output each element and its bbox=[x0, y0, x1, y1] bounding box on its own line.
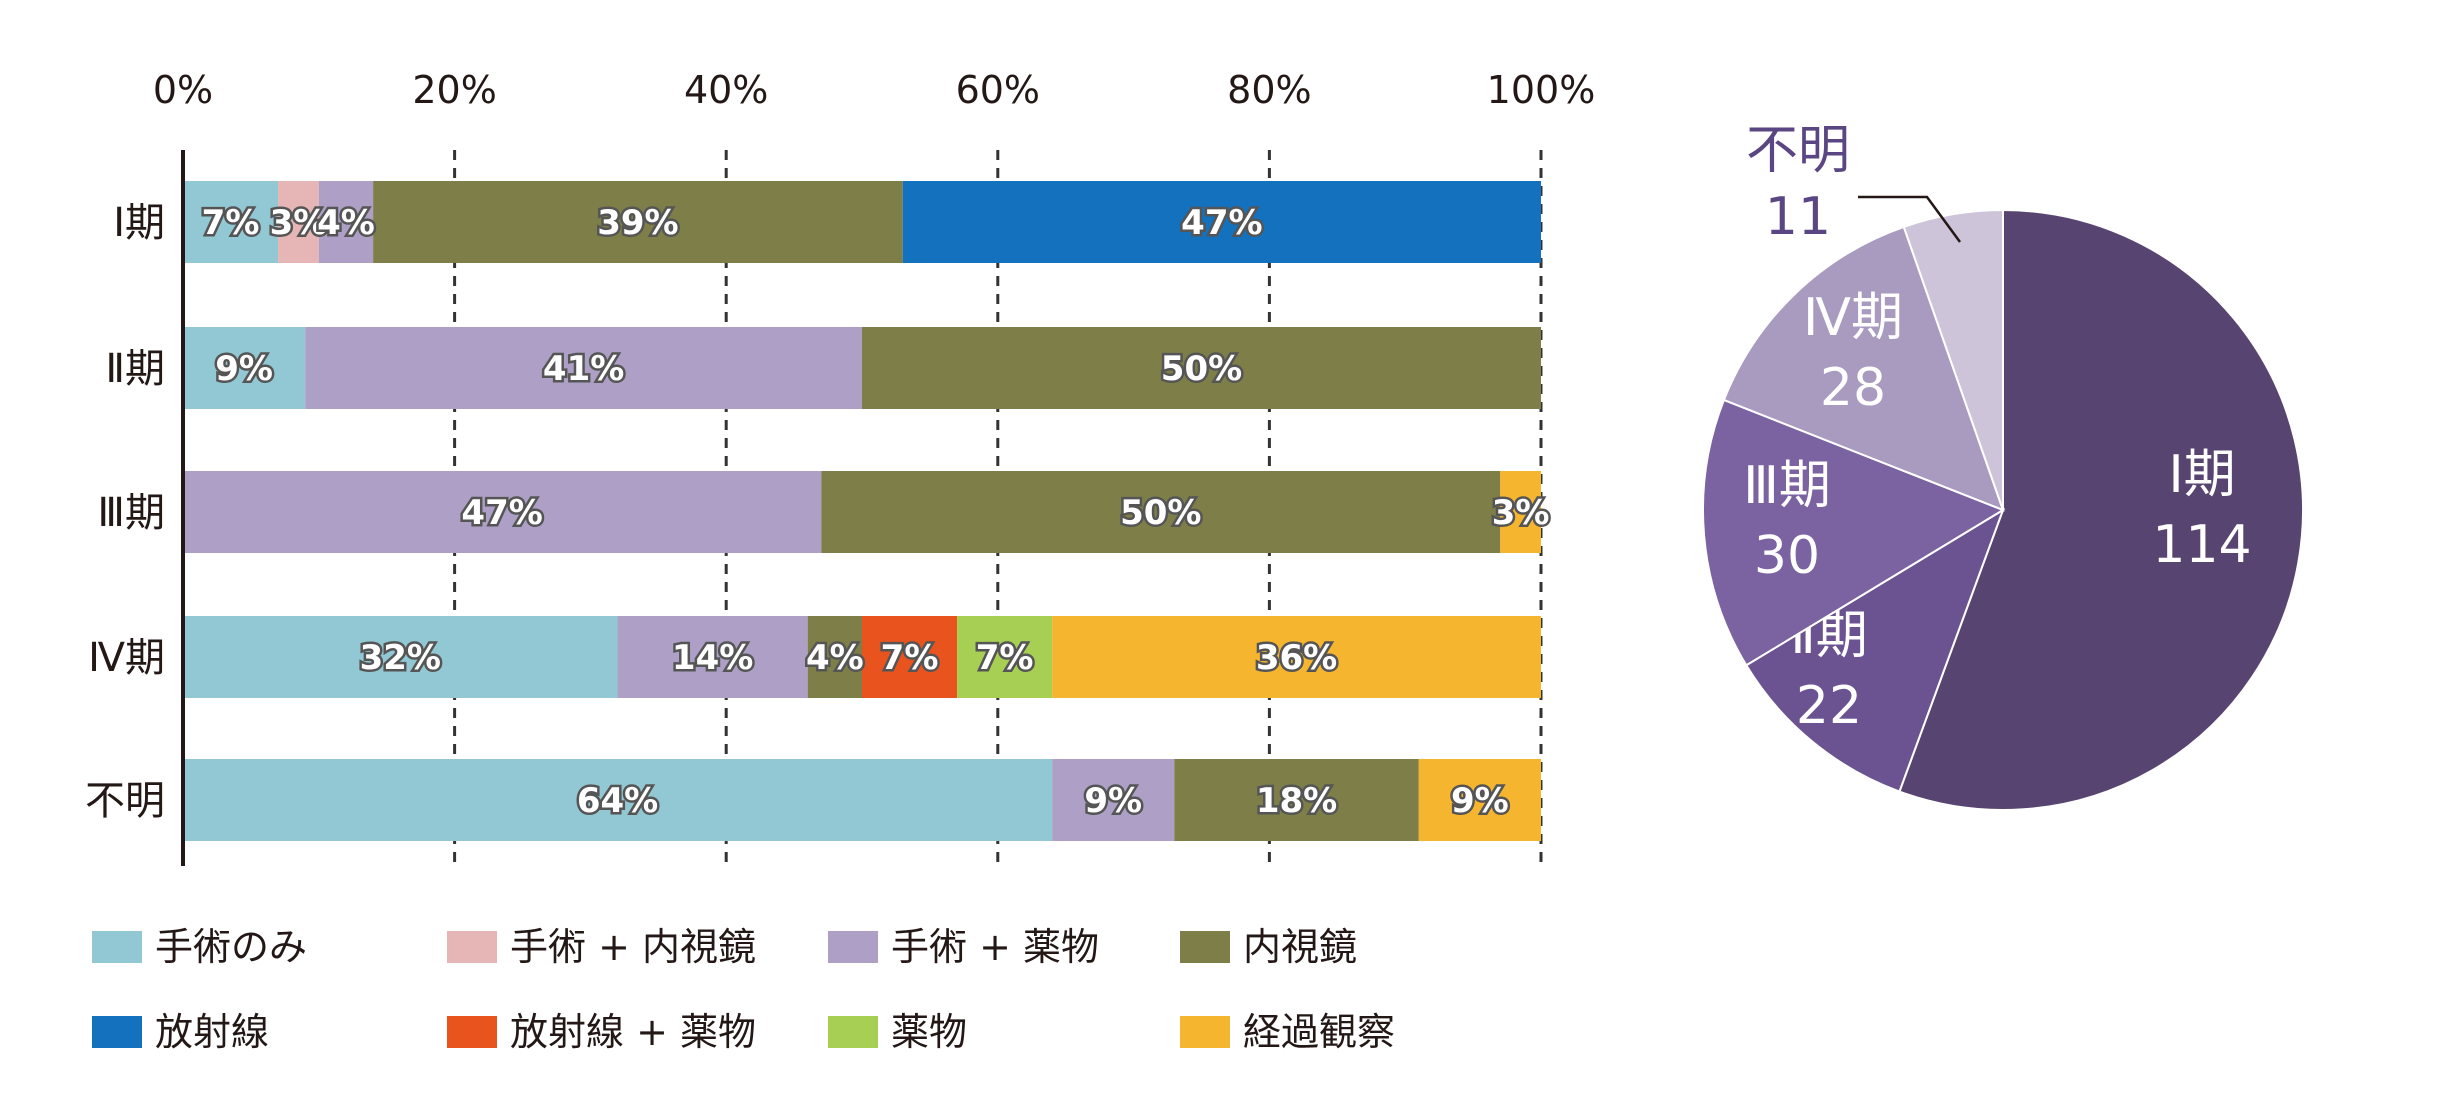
pie-slice-value: 22 bbox=[1796, 676, 1862, 736]
pie-slice-label: Ⅰ期 bbox=[2168, 445, 2235, 505]
x-tick-label: 40% bbox=[684, 68, 768, 112]
legend-swatch bbox=[92, 1016, 142, 1048]
bar-segment bbox=[1418, 759, 1541, 841]
bar-data-label: 4% bbox=[806, 638, 864, 678]
legend-label: 放射線 + 薬物 bbox=[510, 1010, 756, 1054]
legend-swatch bbox=[1180, 1016, 1230, 1048]
bar-segment bbox=[183, 327, 306, 409]
bar-data-label: 9% bbox=[1451, 781, 1509, 821]
bar-data-label: 64% bbox=[577, 781, 658, 821]
bar-data-label: 4% bbox=[317, 203, 375, 243]
category-label: Ⅰ期 bbox=[113, 200, 165, 246]
pie-slice-label: 不明 bbox=[1746, 121, 1850, 181]
x-tick-label: 20% bbox=[412, 68, 496, 112]
legend-swatch bbox=[447, 1016, 497, 1048]
pie-slice bbox=[1702, 398, 2006, 667]
bar-segment bbox=[821, 471, 1501, 553]
pie-slice bbox=[1902, 208, 2004, 511]
bar-segment bbox=[1052, 759, 1175, 841]
legend-swatch bbox=[92, 931, 142, 963]
bar-data-label: 50% bbox=[1161, 349, 1242, 389]
pie-leader-line bbox=[1858, 195, 1962, 243]
bar-segment bbox=[1052, 616, 1541, 698]
legend-label: 放射線 bbox=[155, 1010, 269, 1054]
legend-label: 内視鏡 bbox=[1243, 925, 1357, 969]
legend-label: 手術 + 内視鏡 bbox=[510, 925, 756, 969]
legend-swatch bbox=[828, 1016, 878, 1048]
bar-data-label: 7% bbox=[976, 638, 1034, 678]
legend-label: 手術のみ bbox=[155, 925, 307, 969]
bar-segment bbox=[318, 181, 374, 263]
bar-data-label: 50% bbox=[1120, 493, 1201, 533]
pie-slice-value: 114 bbox=[2152, 515, 2251, 575]
category-label: Ⅱ期 bbox=[105, 346, 165, 392]
bar-data-label: 14% bbox=[672, 638, 753, 678]
pie-slice bbox=[1744, 507, 2005, 793]
bar-data-label: 39% bbox=[597, 203, 678, 243]
bar-segment bbox=[183, 616, 618, 698]
bar-data-label: 41% bbox=[543, 349, 624, 389]
legend-swatch bbox=[1180, 931, 1230, 963]
pie-slice-value: 11 bbox=[1765, 187, 1831, 247]
pie-slice bbox=[1722, 225, 2005, 512]
bar-segment bbox=[1500, 471, 1541, 553]
category-label: Ⅲ期 bbox=[97, 490, 165, 536]
bar-segment bbox=[183, 471, 822, 553]
legend-swatch bbox=[447, 931, 497, 963]
bar-data-label: 7% bbox=[202, 203, 260, 243]
bar-segment bbox=[957, 616, 1053, 698]
legend-label: 薬物 bbox=[891, 1010, 967, 1054]
bar-data-label: 47% bbox=[1181, 203, 1262, 243]
bar-segments bbox=[183, 181, 1541, 841]
bar-segment bbox=[183, 759, 1053, 841]
pie-slice-label: Ⅲ期 bbox=[1743, 456, 1831, 516]
bar-data-label: 9% bbox=[1084, 781, 1142, 821]
bar-data-label: 36% bbox=[1256, 638, 1337, 678]
bar-data-label: 18% bbox=[1256, 781, 1337, 821]
bar-segment bbox=[305, 327, 863, 409]
category-label: 不明 bbox=[85, 778, 165, 824]
bar-segment bbox=[807, 616, 862, 698]
bar-segment bbox=[278, 181, 319, 263]
bar-data-label: 32% bbox=[360, 638, 441, 678]
bar-segment bbox=[1174, 759, 1419, 841]
bar-segment bbox=[617, 616, 808, 698]
category-label: Ⅳ期 bbox=[88, 635, 165, 681]
x-tick-label: 0% bbox=[153, 68, 213, 112]
bar-labels: 7% 3%4% 39% 47%9% 41% 50%47% 50% 3%32% 14% 4% 7% 7%… bbox=[199, 201, 1552, 824]
bar-segment bbox=[183, 181, 279, 263]
bar-data-label: 7% bbox=[881, 638, 939, 678]
x-tick-label: 60% bbox=[956, 68, 1040, 112]
bar-data-label: 3% bbox=[1492, 493, 1550, 533]
bar-segment bbox=[862, 327, 1541, 409]
pie-slice-value: 30 bbox=[1754, 526, 1820, 586]
bar-segment bbox=[373, 181, 903, 263]
pie-slice bbox=[1898, 208, 2304, 811]
legend-swatch bbox=[828, 931, 878, 963]
x-tick-label: 100% bbox=[1487, 68, 1596, 112]
pie-slice-value: 28 bbox=[1820, 358, 1886, 418]
legend-label: 手術 + 薬物 bbox=[891, 925, 1099, 969]
bar-data-label: 9% bbox=[215, 349, 273, 389]
pie-slice-label: Ⅳ期 bbox=[1803, 288, 1903, 348]
legend-label: 経過観察 bbox=[1243, 1010, 1395, 1054]
x-tick-label: 80% bbox=[1227, 68, 1311, 112]
bar-data-label: 47% bbox=[461, 493, 542, 533]
bar-segment bbox=[902, 181, 1541, 263]
bar-data-label: 3% bbox=[270, 203, 328, 243]
grid-lines bbox=[453, 150, 1543, 866]
bar-segment bbox=[862, 616, 958, 698]
